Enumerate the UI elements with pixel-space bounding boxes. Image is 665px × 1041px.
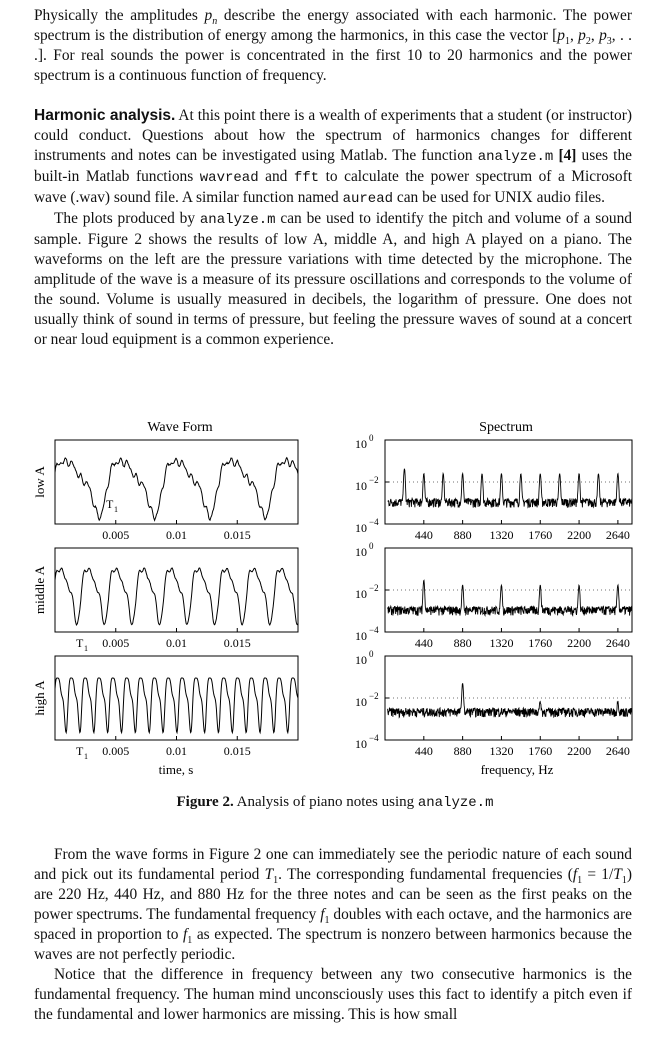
- spectrum-frame: [384, 547, 633, 633]
- waveform-frame: [54, 547, 299, 633]
- time-tick-label: 0.005: [102, 744, 129, 758]
- paragraph-harmonic-difference: Notice that the difference in frequency …: [34, 966, 632, 1023]
- spectrum-ytick-base: 10: [355, 545, 367, 559]
- citation-link[interactable]: [4]: [558, 147, 577, 164]
- waveform-line: [54, 456, 299, 522]
- spectrum-ytick-exponent: −2: [369, 691, 379, 701]
- frequency-tick-label: 880: [454, 636, 472, 650]
- period-subscript: 1: [114, 505, 118, 514]
- period-label: T: [76, 744, 84, 758]
- frequency-tick-label: 440: [415, 528, 433, 542]
- frequency-tick-label: 1320: [489, 636, 513, 650]
- time-tick-label: 0.005: [102, 528, 129, 542]
- waveform-line: [54, 677, 299, 735]
- paragraph-harmonic-analysis: Harmonic analysis. At this point there i…: [34, 107, 632, 207]
- spectrum-line: [387, 683, 633, 719]
- spectrum-ytick-exponent: 0: [369, 541, 374, 551]
- figure-caption: Figure 2. Analysis of piano notes using …: [176, 794, 494, 811]
- period-label: T: [106, 497, 114, 511]
- frequency-tick-label: 2200: [567, 636, 591, 650]
- time-tick-label: 0.01: [166, 528, 187, 542]
- time-tick-label: 0.015: [224, 528, 251, 542]
- spectrum-ytick-base: 10: [355, 653, 367, 667]
- time-tick-label: 0.005: [102, 636, 129, 650]
- spectrum-line: [387, 468, 633, 509]
- frequency-tick-label: 440: [415, 636, 433, 650]
- spectrum-ytick-exponent: 0: [369, 649, 374, 659]
- paragraph-power-spectrum: Physically the amplitudes pn describe th…: [34, 7, 632, 84]
- frequency-tick-label: 440: [415, 744, 433, 758]
- spectrum-title: Spectrum: [479, 420, 533, 435]
- spectrum-ytick-base: 10: [355, 629, 367, 643]
- spectrum-ytick-exponent: −4: [369, 733, 379, 743]
- time-axis-label: time, s: [159, 762, 194, 777]
- spectrum-line: [387, 579, 633, 618]
- frequency-tick-label: 880: [454, 528, 472, 542]
- frequency-tick-label: 2640: [606, 528, 630, 542]
- spectrum-ytick-base: 10: [355, 587, 367, 601]
- spectrum-ytick-exponent: −2: [369, 583, 379, 593]
- row-label: low A: [32, 466, 47, 498]
- frequency-tick-label: 2640: [606, 744, 630, 758]
- spectrum-frame: [384, 439, 633, 525]
- frequency-tick-label: 1320: [489, 744, 513, 758]
- frequency-tick-label: 1760: [528, 744, 552, 758]
- frequency-tick-label: 2200: [567, 744, 591, 758]
- spectrum-ytick-exponent: −4: [369, 517, 379, 527]
- frequency-tick-label: 1760: [528, 528, 552, 542]
- period-subscript: 1: [84, 644, 88, 653]
- figure-piano-analysis: Wave Form Spectrum time, s frequency, Hz…: [30, 408, 640, 838]
- spectrum-ytick-base: 10: [355, 695, 367, 709]
- spectrum-frame: [384, 655, 633, 741]
- paragraph-waveforms: From the wave forms in Figure 2 one can …: [34, 846, 632, 963]
- time-tick-label: 0.015: [224, 636, 251, 650]
- spectrum-ytick-base: 10: [355, 737, 367, 751]
- time-tick-label: 0.01: [166, 744, 187, 758]
- spectrum-ytick-exponent: 0: [369, 433, 374, 443]
- section-heading: Harmonic analysis.: [34, 107, 176, 124]
- spectrum-ytick-base: 10: [355, 479, 367, 493]
- frequency-tick-label: 1760: [528, 636, 552, 650]
- time-tick-label: 0.01: [166, 636, 187, 650]
- row-label: high A: [32, 680, 47, 716]
- waveform-line: [54, 567, 299, 626]
- frequency-tick-label: 2640: [606, 636, 630, 650]
- spectrum-ytick-exponent: −4: [369, 625, 379, 635]
- period-label: T: [76, 636, 84, 650]
- time-tick-label: 0.015: [224, 744, 251, 758]
- row-label: middle A: [32, 565, 47, 614]
- paragraph-plots: The plots produced by analyze.m can be u…: [34, 210, 633, 348]
- spectrum-ytick-exponent: −2: [369, 475, 379, 485]
- frequency-axis-label: frequency, Hz: [481, 762, 554, 777]
- frequency-tick-label: 1320: [489, 528, 513, 542]
- waveform-frame: [54, 439, 299, 525]
- period-subscript: 1: [84, 752, 88, 761]
- figure-plots: Wave Form Spectrum time, s frequency, Hz…: [32, 420, 633, 777]
- spectrum-ytick-base: 10: [355, 437, 367, 451]
- spectrum-ytick-base: 10: [355, 521, 367, 535]
- frequency-tick-label: 2200: [567, 528, 591, 542]
- frequency-tick-label: 880: [454, 744, 472, 758]
- waveform-title: Wave Form: [147, 420, 212, 435]
